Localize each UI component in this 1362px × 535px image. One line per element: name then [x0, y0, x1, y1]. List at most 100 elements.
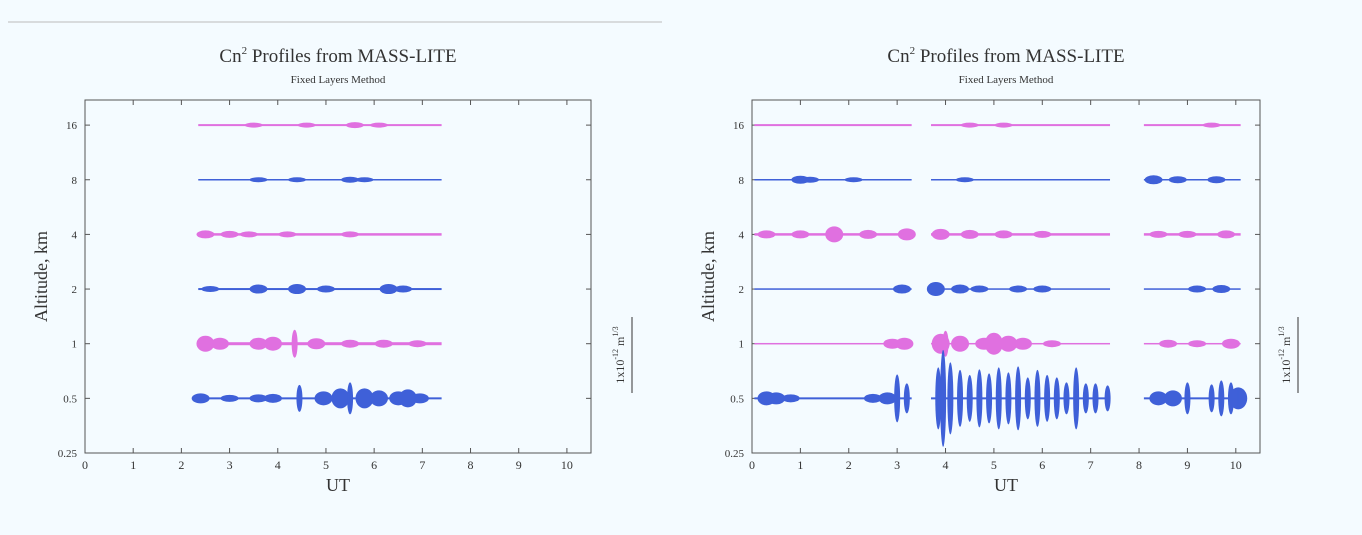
data-burst	[1221, 338, 1240, 349]
x-tick-label: 5	[991, 458, 997, 472]
series-band	[754, 397, 912, 400]
series-band	[754, 288, 912, 290]
series-alt-0_5	[191, 382, 442, 415]
x-axis-label: UT	[326, 475, 350, 495]
data-burst	[196, 335, 215, 352]
x-tick-label: 8	[468, 458, 474, 472]
y-tick-label: 2	[739, 284, 745, 296]
data-burst	[297, 122, 316, 128]
data-burst	[1013, 337, 1032, 350]
y-tick-label: 8	[72, 175, 78, 187]
data-burst	[767, 392, 786, 405]
series-alt-8	[198, 176, 442, 183]
data-burst	[1188, 340, 1207, 348]
data-burst	[341, 339, 360, 348]
data-burst	[1212, 285, 1231, 294]
series-band	[1143, 397, 1241, 400]
series-band	[198, 179, 442, 181]
data-burst	[355, 177, 374, 183]
data-burst	[1188, 285, 1207, 293]
data-burst	[897, 228, 916, 241]
series-band	[754, 179, 912, 181]
series-alt-2	[754, 282, 1241, 297]
data-burst	[249, 394, 268, 403]
series-alt-16	[198, 122, 442, 129]
data-burst	[970, 285, 989, 293]
data-burst	[1033, 285, 1052, 293]
data-burst	[263, 393, 282, 403]
data-burst	[410, 393, 429, 404]
x-tick-label: 10	[1230, 458, 1242, 472]
data-burst	[863, 393, 882, 403]
data-burst	[1202, 122, 1221, 128]
data-burst	[249, 284, 268, 294]
x-tick-label: 6	[1039, 458, 1045, 472]
y-tick-label: 0.25	[58, 448, 78, 460]
data-burst	[999, 335, 1018, 352]
series-band	[754, 124, 912, 127]
data-burst	[859, 229, 878, 239]
data-burst	[374, 339, 393, 348]
series-band	[931, 179, 1111, 181]
x-tick-label: 3	[894, 458, 900, 472]
x-tick-label: 7	[1088, 458, 1094, 472]
series-alt-2	[198, 284, 442, 295]
data-burst	[249, 177, 268, 183]
data-burst	[1159, 339, 1178, 348]
series-alt-4	[196, 230, 442, 239]
data-burst	[244, 122, 263, 128]
series-band	[198, 124, 442, 127]
y-tick-label: 1	[739, 339, 745, 351]
y-tick-label: 4	[72, 229, 78, 241]
data-burst	[307, 338, 326, 350]
data-burst	[314, 391, 333, 406]
y-tick-label: 2	[72, 284, 78, 296]
data-burst	[196, 230, 215, 239]
data-burst	[994, 122, 1013, 128]
series-alt-1	[754, 330, 1241, 357]
series-band	[931, 233, 1111, 236]
data-burst	[210, 337, 229, 350]
series-group	[754, 122, 1248, 447]
x-tick-label: 2	[846, 458, 852, 472]
series-alt-4	[754, 226, 1241, 243]
x-tick-label: 9	[516, 458, 522, 472]
data-burst	[844, 177, 863, 183]
data-burst	[895, 337, 914, 350]
x-tick-label: 2	[178, 458, 184, 472]
series-band	[931, 124, 1111, 127]
data-burst	[316, 285, 335, 293]
data-burst	[955, 177, 974, 183]
x-tick-label: 10	[561, 458, 573, 472]
series-alt-1	[196, 329, 442, 358]
x-tick-label: 5	[323, 458, 329, 472]
y-tick-label: 4	[739, 229, 745, 241]
x-tick-label: 1	[130, 458, 136, 472]
chart-panel-1: Cn2 Profiles from MASS-LITE Fixed Layers …	[31, 45, 633, 495]
chart-panel-2: Cn2 Profiles from MASS-LITE Fixed Layers …	[698, 45, 1299, 495]
data-burst	[757, 230, 776, 239]
data-burst	[1149, 391, 1168, 406]
x-tick-label: 7	[419, 458, 425, 472]
data-burst	[931, 228, 950, 240]
data-burst	[331, 388, 350, 409]
x-tick-label: 4	[275, 458, 281, 472]
data-burst	[1042, 340, 1061, 348]
x-tick-label: 0	[82, 458, 88, 472]
data-burst	[394, 285, 413, 293]
data-burst	[288, 177, 307, 183]
scale-label: 1x10-12 m1/3	[611, 326, 627, 383]
chart-title: Cn2 Profiles from MASS-LITE	[219, 45, 456, 67]
data-burst	[398, 389, 417, 408]
data-burst	[1168, 176, 1187, 184]
data-burst	[951, 335, 970, 352]
chart-title: Cn2 Profiles from MASS-LITE	[887, 45, 1124, 67]
data-burst	[791, 230, 810, 239]
y-tick-label: 0.5	[63, 393, 77, 405]
data-burst	[239, 231, 258, 238]
data-burst	[355, 388, 374, 409]
series-band	[198, 233, 442, 236]
y-axis-label: Altitude, km	[31, 231, 51, 322]
